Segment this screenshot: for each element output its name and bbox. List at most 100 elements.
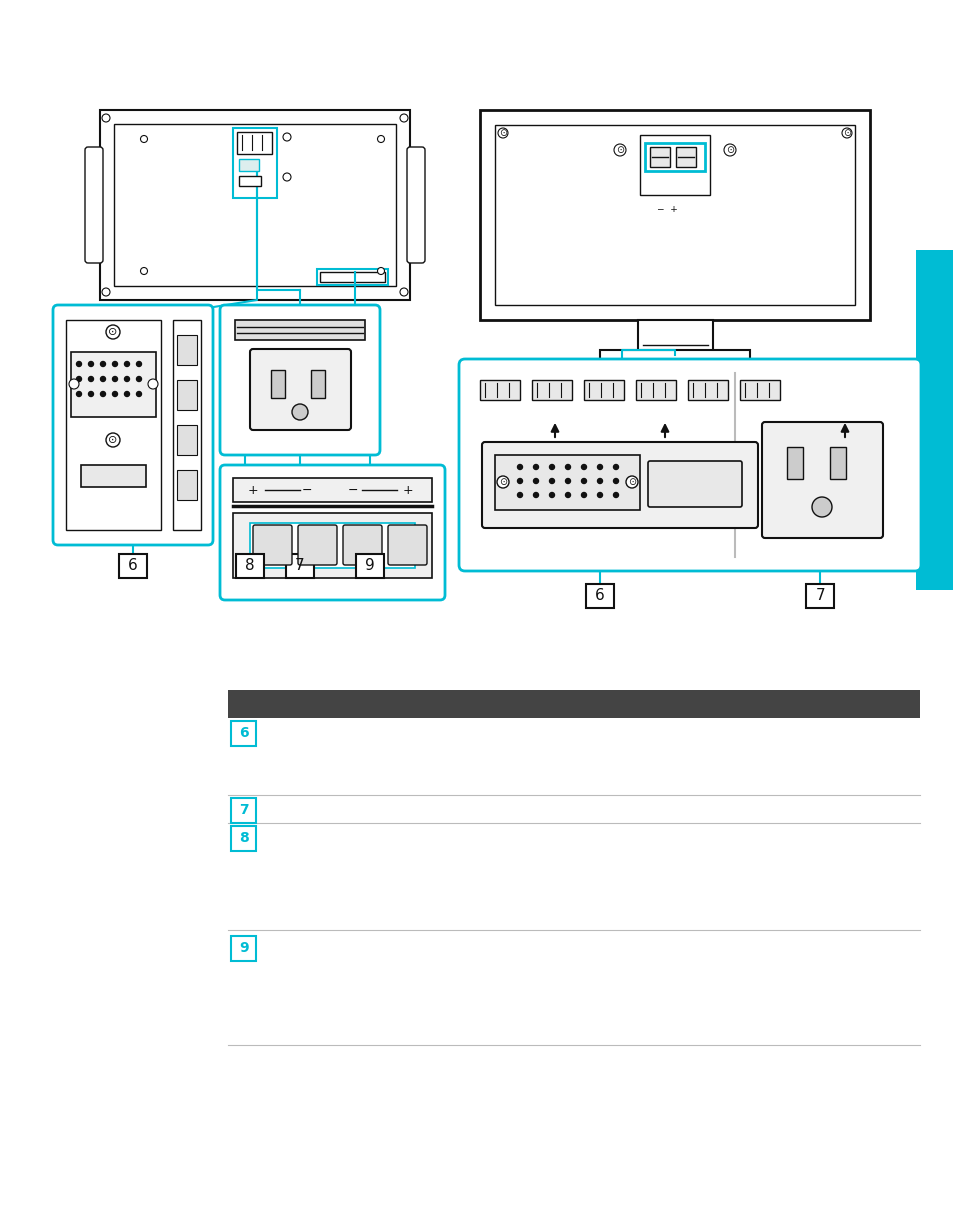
Circle shape [136, 391, 141, 396]
Bar [676, 147, 696, 167]
Bar [915, 250, 953, 590]
FancyBboxPatch shape [297, 525, 336, 564]
Circle shape [125, 391, 130, 396]
Circle shape [283, 133, 291, 141]
Bar [687, 380, 727, 400]
Circle shape [723, 144, 735, 156]
Bar [319, 272, 385, 282]
Text: 9: 9 [365, 558, 375, 573]
Circle shape [613, 492, 618, 497]
Circle shape [581, 479, 586, 483]
Bar [177, 335, 196, 364]
Circle shape [811, 497, 831, 517]
Circle shape [377, 135, 384, 142]
Bar [100, 110, 410, 299]
Bar [177, 380, 196, 410]
Text: −  +: − + [656, 205, 677, 213]
Circle shape [565, 479, 570, 483]
Bar [66, 320, 161, 530]
Bar [311, 371, 325, 398]
Bar [495, 125, 854, 306]
FancyBboxPatch shape [232, 935, 256, 961]
Bar [495, 455, 639, 510]
Circle shape [125, 362, 130, 367]
FancyBboxPatch shape [388, 525, 427, 564]
Circle shape [69, 379, 79, 389]
Circle shape [283, 173, 291, 182]
FancyBboxPatch shape [253, 525, 292, 564]
FancyBboxPatch shape [232, 826, 256, 850]
Circle shape [140, 267, 148, 275]
Circle shape [89, 391, 93, 396]
Circle shape [625, 476, 638, 488]
Circle shape [100, 391, 106, 396]
Bar [316, 269, 388, 285]
Text: 6: 6 [239, 726, 249, 740]
Text: −: − [301, 483, 312, 497]
Bar [239, 175, 261, 187]
Circle shape [517, 492, 522, 497]
Bar [177, 470, 196, 499]
Bar [479, 110, 869, 320]
Circle shape [89, 362, 93, 367]
Circle shape [136, 377, 141, 382]
Circle shape [100, 377, 106, 382]
FancyBboxPatch shape [647, 461, 741, 507]
Bar [740, 380, 780, 400]
Circle shape [100, 362, 106, 367]
Circle shape [136, 362, 141, 367]
Circle shape [597, 465, 602, 470]
Circle shape [581, 465, 586, 470]
Text: 7: 7 [815, 589, 824, 604]
Circle shape [497, 128, 507, 137]
Circle shape [517, 479, 522, 483]
Bar [81, 465, 146, 487]
FancyBboxPatch shape [458, 360, 920, 571]
Circle shape [565, 465, 570, 470]
Circle shape [292, 404, 308, 420]
Circle shape [517, 465, 522, 470]
Circle shape [597, 492, 602, 497]
Bar [644, 144, 704, 171]
Circle shape [549, 492, 554, 497]
Circle shape [106, 433, 120, 447]
Circle shape [102, 114, 110, 121]
Circle shape [112, 391, 117, 396]
Bar [532, 380, 572, 400]
Bar [649, 147, 669, 167]
Bar [177, 425, 196, 455]
Circle shape [112, 362, 117, 367]
Circle shape [140, 135, 148, 142]
Circle shape [533, 479, 537, 483]
FancyBboxPatch shape [232, 798, 256, 822]
FancyBboxPatch shape [232, 720, 256, 746]
Bar [233, 128, 276, 198]
Circle shape [112, 377, 117, 382]
Bar [228, 690, 919, 718]
Text: ⊙: ⊙ [842, 128, 850, 137]
FancyBboxPatch shape [53, 306, 213, 545]
Circle shape [106, 325, 120, 339]
Text: −: − [348, 483, 358, 497]
FancyBboxPatch shape [220, 306, 379, 455]
FancyBboxPatch shape [761, 422, 882, 537]
Text: 7: 7 [239, 802, 249, 817]
Bar [583, 380, 623, 400]
FancyBboxPatch shape [355, 555, 384, 578]
Circle shape [549, 479, 554, 483]
Text: ⊙: ⊙ [109, 436, 117, 445]
Text: 8: 8 [239, 831, 249, 845]
FancyBboxPatch shape [343, 525, 381, 564]
Bar [113, 124, 395, 286]
Text: ⊙: ⊙ [498, 477, 507, 487]
FancyBboxPatch shape [119, 555, 147, 578]
Circle shape [613, 479, 618, 483]
FancyBboxPatch shape [481, 442, 758, 528]
Text: ⊙: ⊙ [627, 477, 636, 487]
Bar [639, 135, 709, 195]
FancyBboxPatch shape [235, 555, 264, 578]
Circle shape [102, 288, 110, 296]
Text: +: + [248, 483, 258, 497]
Circle shape [89, 377, 93, 382]
Text: 7: 7 [294, 558, 305, 573]
